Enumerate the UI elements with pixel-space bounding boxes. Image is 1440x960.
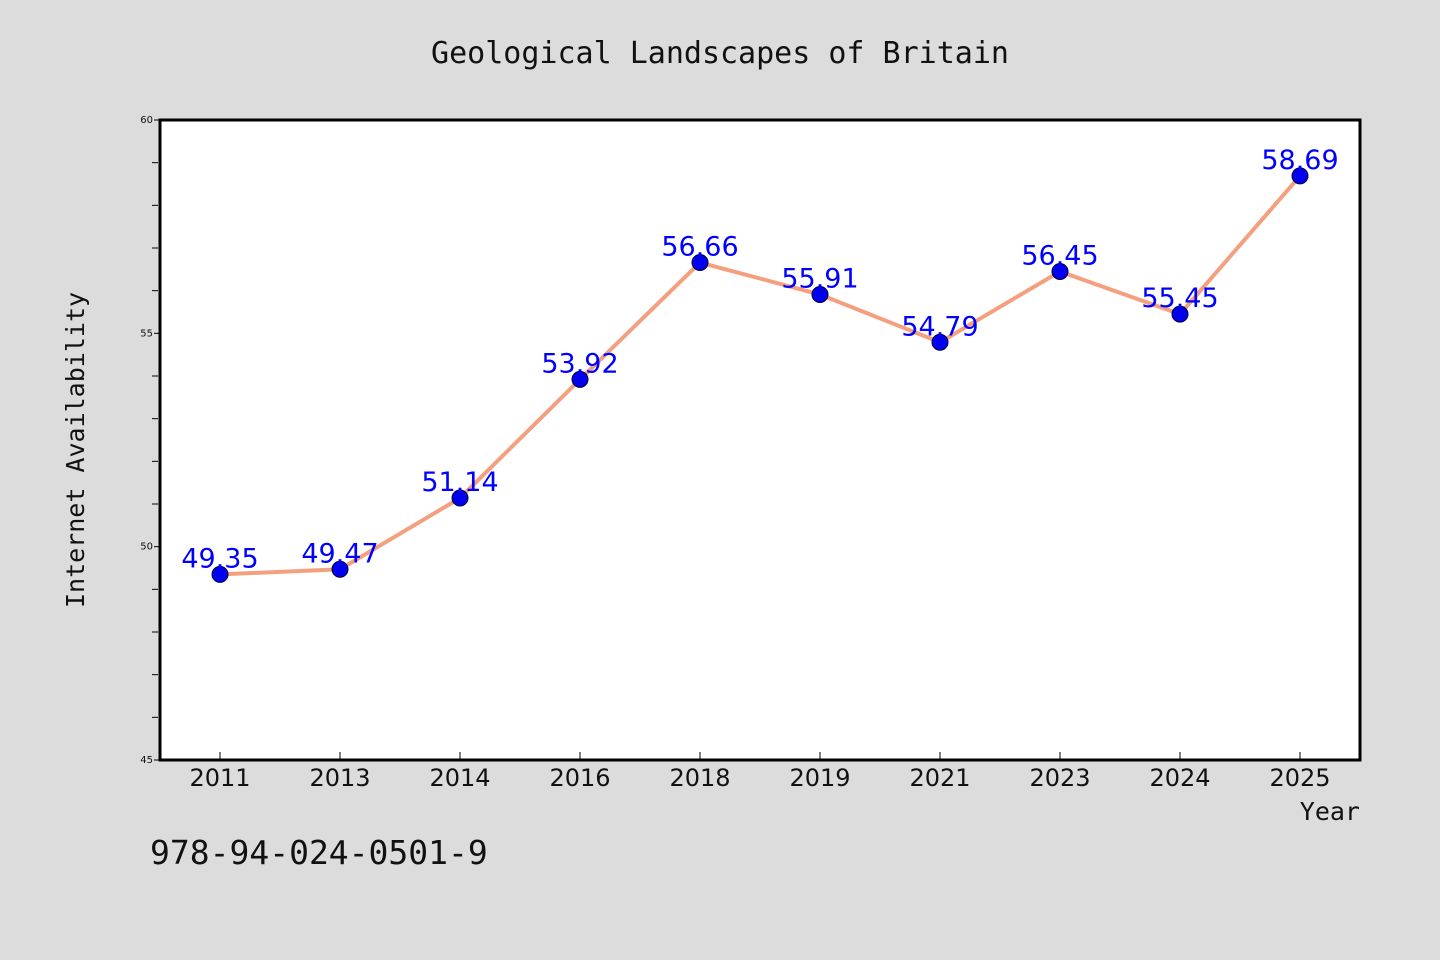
y-tick-label: 45 [140,755,153,766]
data-point [1291,167,1309,185]
data-point [571,370,589,388]
data-label: 55.91 [781,264,858,295]
data-point [331,560,349,578]
plot-area [158,118,1362,762]
data-label: 51.14 [421,467,498,498]
y-axis-label: Internet Availability [61,292,90,608]
y-axis: 45 50 55 60 [140,115,160,766]
data-label: 55.45 [1141,283,1218,314]
x-tick-label: 2024 [1149,764,1210,792]
x-tick-label: 2021 [909,764,970,792]
data-point [1051,262,1069,280]
data-point [811,286,829,304]
series-line [218,173,1302,577]
x-axis-label: Year [1300,797,1360,826]
y-tick-label: 55 [140,328,153,339]
x-tick-label: 2018 [669,764,730,792]
data-point [931,333,949,351]
data-label: 54.79 [901,311,978,342]
chart-title: Geological Landscapes of Britain [431,36,1009,71]
x-tick-label: 2019 [789,764,850,792]
data-point [1171,305,1189,323]
x-tick-label: 2023 [1029,764,1090,792]
x-axis: 2011 2013 2014 2016 2018 2019 2021 2023 2024 2025 [189,752,1331,792]
data-label: 56.45 [1021,240,1098,271]
y-tick-label: 60 [140,115,153,126]
x-tick-label: 2025 [1269,764,1330,792]
y-tick-label: 50 [140,542,153,553]
series-layer: 49.35 49.47 51.14 53.92 56.66 55.91 54.79 56.45… [181,145,1339,583]
data-label: 53.92 [541,348,618,379]
data-label: 58.69 [1261,145,1338,176]
x-tick-label: 2016 [549,764,610,792]
data-label: 49.47 [301,538,378,569]
x-tick-label: 2013 [309,764,370,792]
data-point [691,254,709,272]
data-point [211,565,229,583]
footer-code: 978-94-024-0501-9 [150,833,488,872]
x-tick-label: 2011 [189,764,250,792]
x-tick-label: 2014 [429,764,490,792]
data-point [451,489,469,507]
data-label: 49.35 [181,543,258,574]
data-label: 56.66 [661,232,738,263]
